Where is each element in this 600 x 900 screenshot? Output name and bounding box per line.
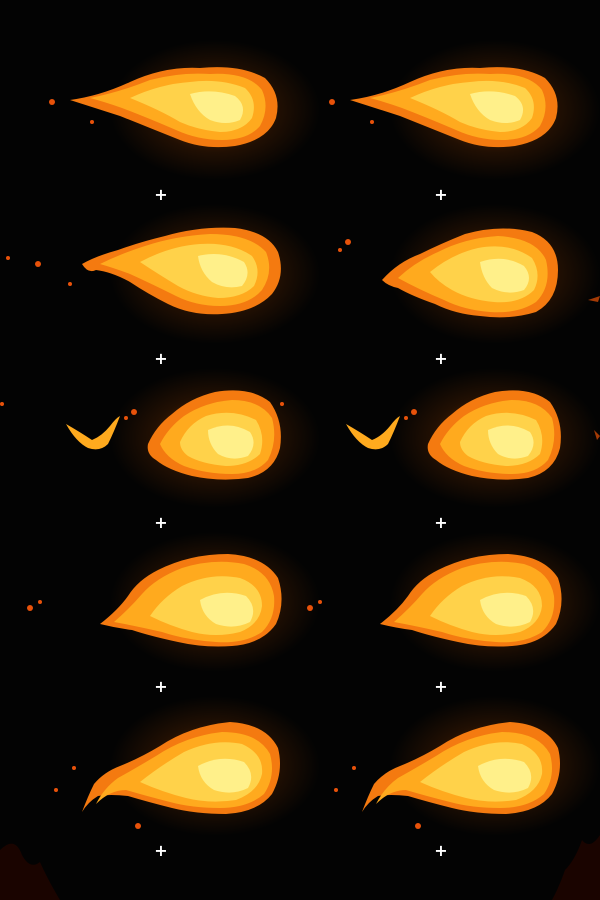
ember-particle [72, 766, 76, 770]
ember-particle [90, 120, 94, 124]
ember-particle [370, 120, 374, 124]
sprite-frame-10: + [280, 696, 600, 880]
fire-core [488, 425, 534, 459]
ember-particle [131, 409, 137, 415]
pivot-crosshair-icon: + [154, 841, 168, 860]
ember-particle [54, 788, 58, 792]
pivot-crosshair-icon: + [154, 185, 168, 204]
fireball-sprite [6, 204, 320, 344]
ember-particle [338, 248, 342, 252]
sprite-frame-6: + [280, 368, 600, 552]
fire-core [478, 758, 532, 793]
pivot-crosshair-icon: + [434, 185, 448, 204]
fireball-sprite [49, 40, 320, 180]
pivot-crosshair-icon: + [154, 349, 168, 368]
ember-particle [404, 416, 408, 420]
detached-flame [66, 416, 120, 450]
pivot-crosshair-icon: + [434, 349, 448, 368]
fire-core [480, 258, 529, 293]
ember-particle [280, 402, 284, 406]
ember-particle [27, 605, 33, 611]
fireball-sprite [338, 204, 600, 344]
fire-core [208, 425, 254, 459]
ember-particle [307, 605, 313, 611]
fire-core [200, 592, 254, 627]
ember-particle [352, 766, 356, 770]
sprite-frame-3: + [0, 204, 320, 388]
fire-core [198, 254, 248, 288]
ember-particle [415, 823, 421, 829]
sprite-frame-2: + [280, 40, 600, 224]
sprite-frame-1: + [0, 40, 320, 224]
pivot-crosshair-icon: + [434, 677, 448, 696]
fire-core [198, 758, 252, 793]
ember-particle [6, 256, 10, 260]
fire-core [470, 91, 524, 123]
detached-flame [346, 416, 400, 450]
pivot-crosshair-icon: + [434, 513, 448, 532]
sprite-frame-9: + [0, 696, 320, 880]
ember-particle [334, 788, 338, 792]
fireball-sprite [0, 368, 320, 508]
ember-particle [38, 600, 42, 604]
ember-particle [329, 99, 335, 105]
ember-particle [135, 823, 141, 829]
ember-particle [411, 409, 417, 415]
sprite-frame-8: + [280, 532, 600, 716]
ember-particle [318, 600, 322, 604]
sprite-frame-7: + [0, 532, 320, 716]
fireball-sprite [27, 532, 320, 672]
sprite-frame-5: + [0, 368, 320, 552]
fireball-sprite [54, 696, 320, 836]
ember-particle [68, 282, 72, 286]
fire-core [480, 592, 534, 627]
ember-particle [124, 416, 128, 420]
ember-particle [49, 99, 55, 105]
pivot-crosshair-icon: + [434, 841, 448, 860]
ember-particle [35, 261, 41, 267]
fireball-sprite [307, 532, 600, 672]
fireball-sprite [334, 696, 600, 836]
pivot-crosshair-icon: + [154, 513, 168, 532]
pivot-crosshair-icon: + [154, 677, 168, 696]
ember-particle [0, 402, 4, 406]
fire-core [190, 91, 244, 123]
ember-particle [345, 239, 351, 245]
fireball-sprite [280, 368, 600, 508]
sprite-frame-4: + [280, 204, 600, 388]
fireball-sprite [329, 40, 600, 180]
